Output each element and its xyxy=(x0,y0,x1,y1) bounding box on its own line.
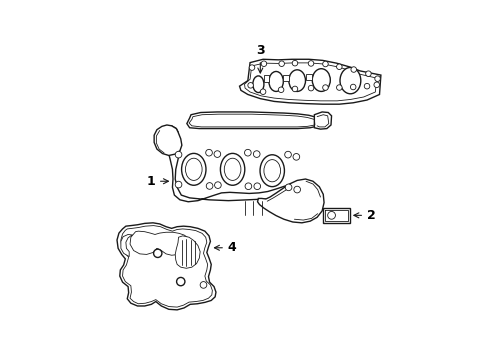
Circle shape xyxy=(214,182,221,188)
Circle shape xyxy=(373,82,379,87)
Circle shape xyxy=(153,249,162,257)
Polygon shape xyxy=(117,223,216,310)
Ellipse shape xyxy=(268,72,283,91)
Circle shape xyxy=(336,85,342,90)
Circle shape xyxy=(292,86,297,92)
Circle shape xyxy=(365,71,370,76)
Circle shape xyxy=(350,84,355,90)
Circle shape xyxy=(374,76,380,81)
Ellipse shape xyxy=(339,67,360,94)
Circle shape xyxy=(261,61,266,67)
Polygon shape xyxy=(130,231,190,255)
Ellipse shape xyxy=(224,158,241,180)
Ellipse shape xyxy=(181,153,205,185)
Ellipse shape xyxy=(288,70,305,91)
Polygon shape xyxy=(239,59,380,104)
Bar xyxy=(283,75,288,81)
Circle shape xyxy=(307,61,313,66)
Ellipse shape xyxy=(185,158,202,180)
Circle shape xyxy=(244,149,251,156)
Polygon shape xyxy=(323,208,349,223)
Text: 4: 4 xyxy=(214,241,236,254)
Text: 1: 1 xyxy=(146,175,168,188)
Circle shape xyxy=(285,184,291,191)
Text: 2: 2 xyxy=(353,209,375,222)
Circle shape xyxy=(364,84,369,89)
Circle shape xyxy=(307,85,313,91)
Circle shape xyxy=(350,67,356,72)
Ellipse shape xyxy=(260,155,284,186)
Circle shape xyxy=(214,151,220,157)
Ellipse shape xyxy=(252,76,264,93)
Circle shape xyxy=(322,85,327,90)
Circle shape xyxy=(278,87,284,93)
Circle shape xyxy=(249,65,254,70)
Ellipse shape xyxy=(312,69,329,91)
Circle shape xyxy=(292,60,297,66)
Circle shape xyxy=(200,282,206,288)
Polygon shape xyxy=(121,234,133,257)
Circle shape xyxy=(284,151,291,158)
Circle shape xyxy=(205,149,212,156)
Circle shape xyxy=(175,151,182,158)
Ellipse shape xyxy=(220,153,244,185)
Circle shape xyxy=(327,211,335,219)
Polygon shape xyxy=(186,112,318,129)
Polygon shape xyxy=(154,125,182,156)
Circle shape xyxy=(293,186,300,193)
Ellipse shape xyxy=(264,159,280,182)
Circle shape xyxy=(206,183,212,189)
Polygon shape xyxy=(166,126,320,207)
Circle shape xyxy=(260,89,265,94)
Circle shape xyxy=(253,151,260,157)
Bar xyxy=(264,75,269,82)
Circle shape xyxy=(278,61,284,67)
Bar xyxy=(305,74,311,80)
Circle shape xyxy=(244,183,251,190)
Circle shape xyxy=(175,181,182,188)
Polygon shape xyxy=(314,112,331,129)
Text: 3: 3 xyxy=(256,44,264,73)
Circle shape xyxy=(247,82,253,88)
Circle shape xyxy=(292,153,299,160)
Polygon shape xyxy=(257,179,324,223)
Polygon shape xyxy=(175,236,200,268)
Circle shape xyxy=(322,61,327,67)
Circle shape xyxy=(176,278,184,286)
Circle shape xyxy=(253,183,260,190)
Circle shape xyxy=(336,64,342,69)
